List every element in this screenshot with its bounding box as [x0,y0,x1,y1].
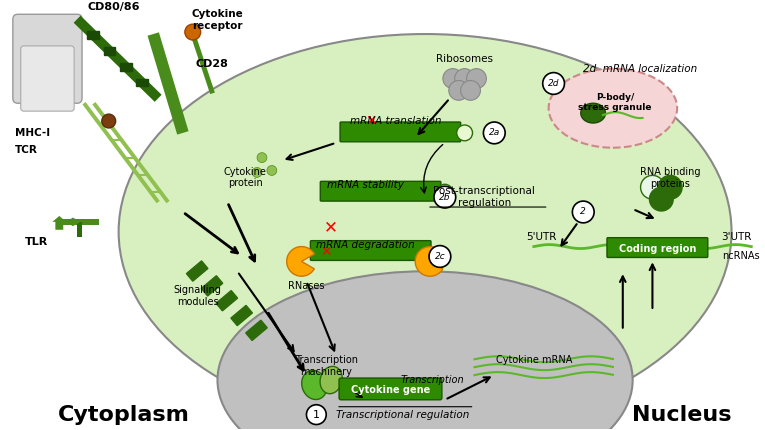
FancyBboxPatch shape [339,378,442,400]
FancyBboxPatch shape [311,241,431,261]
Ellipse shape [217,271,633,430]
Text: 2d: 2d [548,79,559,88]
Circle shape [572,201,594,223]
FancyBboxPatch shape [321,181,441,201]
Bar [216,291,238,311]
Ellipse shape [119,34,731,430]
Circle shape [449,80,469,100]
Wedge shape [415,246,443,276]
Polygon shape [73,15,161,102]
Text: stress granule: stress granule [578,103,652,112]
Text: RNA binding
proteins: RNA binding proteins [640,168,701,189]
Text: Coding region: Coding region [619,243,696,254]
Bar [136,79,148,86]
Text: MHC-I: MHC-I [15,128,50,138]
Circle shape [640,175,664,199]
FancyArrow shape [52,216,67,230]
Circle shape [434,186,456,208]
Circle shape [257,153,267,163]
Text: mRNA translation: mRNA translation [350,116,441,126]
Text: 2b: 2b [439,193,451,202]
Circle shape [307,405,326,424]
Text: Ribosomes: Ribosomes [436,54,493,64]
Text: Cytokine
receptor: Cytokine receptor [191,9,243,31]
Ellipse shape [549,69,677,148]
Bar [231,305,252,326]
Text: 1: 1 [313,410,320,420]
Circle shape [649,187,673,211]
Polygon shape [76,222,82,236]
Text: Cytokine mRNA: Cytokine mRNA [496,355,572,366]
Text: Cytokine gene: Cytokine gene [351,385,430,395]
Circle shape [443,69,463,89]
Text: CD80/86: CD80/86 [87,2,140,12]
Circle shape [185,24,200,40]
Bar [201,276,223,296]
FancyBboxPatch shape [13,14,82,103]
Text: ✕: ✕ [365,114,376,128]
Circle shape [252,168,262,178]
FancyBboxPatch shape [340,122,461,142]
Polygon shape [148,32,188,135]
Ellipse shape [320,366,342,394]
Circle shape [437,184,453,200]
Circle shape [267,166,277,175]
Bar [120,63,132,71]
Circle shape [102,114,116,128]
Text: 3'UTR: 3'UTR [721,232,752,242]
Bar [103,47,116,55]
Text: mRNA degradation: mRNA degradation [317,240,415,250]
Text: CD28: CD28 [196,59,229,69]
Polygon shape [60,219,99,225]
Bar [187,261,208,281]
Text: ✕: ✕ [324,218,338,236]
Ellipse shape [301,370,327,399]
Circle shape [467,69,487,89]
Bar [87,31,99,39]
Circle shape [461,80,480,100]
Text: 2a: 2a [489,129,500,138]
Text: 2c: 2c [435,252,445,261]
Text: P-body/: P-body/ [596,93,634,102]
Text: RNases: RNases [288,281,324,291]
Text: 2d  mRNA localization: 2d mRNA localization [583,64,698,74]
Text: Transcription: Transcription [400,375,464,385]
Text: TCR: TCR [15,145,37,155]
Text: Cytokine
protein: Cytokine protein [223,166,266,188]
Text: mRNA stability: mRNA stability [327,180,404,190]
FancyBboxPatch shape [21,46,74,111]
Circle shape [483,122,505,144]
Polygon shape [93,102,170,203]
Wedge shape [287,246,314,276]
Circle shape [457,125,473,141]
Circle shape [542,73,565,94]
Text: ncRNAs: ncRNAs [721,252,760,261]
Bar [246,320,267,341]
Text: Transcription
machinery: Transcription machinery [295,355,358,377]
Text: TLR: TLR [24,237,48,247]
Text: Transcriptional regulation: Transcriptional regulation [336,410,470,420]
Text: Post-transcriptional
regulation: Post-transcriptional regulation [434,186,536,208]
Polygon shape [83,102,160,203]
Text: 2: 2 [581,208,586,216]
Polygon shape [190,33,215,94]
Text: ✕: ✕ [321,245,332,258]
Text: Nucleus: Nucleus [633,405,732,425]
Text: 5'UTR: 5'UTR [526,232,557,242]
Circle shape [454,69,474,89]
Circle shape [659,175,682,199]
FancyBboxPatch shape [607,238,708,258]
Ellipse shape [581,103,605,123]
Text: Signalling
modules: Signalling modules [174,285,222,307]
Text: Cytoplasm: Cytoplasm [57,405,190,425]
Circle shape [429,246,451,267]
